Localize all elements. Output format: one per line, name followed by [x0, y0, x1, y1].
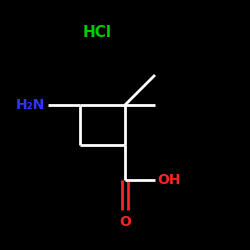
Text: OH: OH	[158, 173, 181, 187]
Text: HCl: HCl	[82, 25, 112, 40]
Text: H₂N: H₂N	[16, 98, 45, 112]
Text: O: O	[119, 215, 131, 229]
